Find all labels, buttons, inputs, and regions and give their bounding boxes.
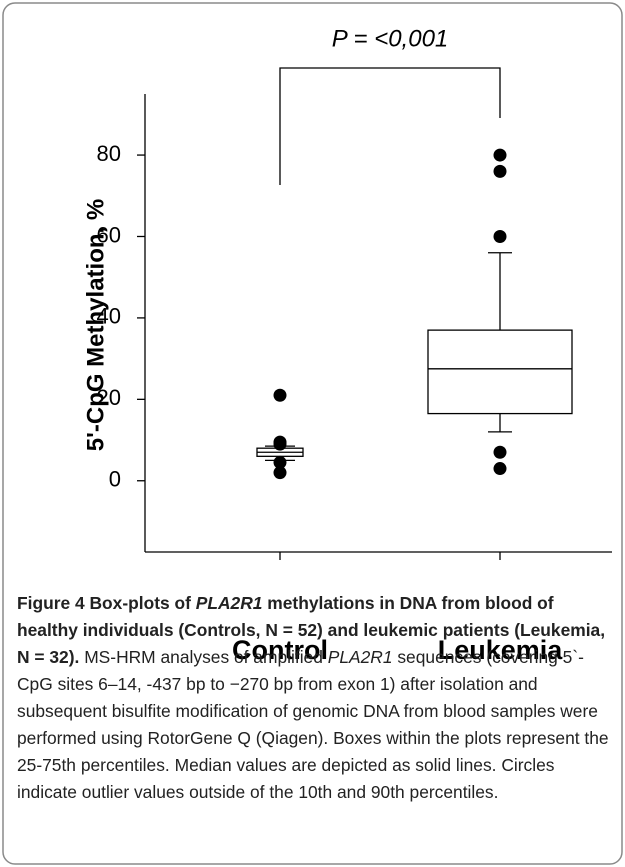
x-tick-label: Leukemia (438, 635, 564, 665)
box (427, 329, 573, 415)
y-tick-label: 40 (97, 304, 121, 329)
outlier (273, 437, 287, 451)
outlier (493, 445, 507, 459)
significance-bracket (279, 67, 501, 185)
y-axis-label: 5'-CpG Methylation, % (82, 199, 109, 451)
outlier (493, 148, 507, 162)
outlier (493, 229, 507, 243)
y-tick-label: 80 (97, 141, 121, 166)
y-tick-label: 0 (109, 467, 121, 492)
caption-segment: sequences (covering 5`-CpG sites 6–14, -… (17, 647, 609, 802)
outlier (493, 164, 507, 178)
outlier (273, 388, 287, 402)
outlier (273, 466, 287, 480)
y-tick-label: 20 (97, 385, 121, 410)
caption-segment: MS-HRM analyses of amplified (79, 647, 328, 667)
annotation: P = <0,001 (332, 25, 449, 52)
outlier (493, 462, 507, 476)
caption-segment: methylations in DNA from blood of health… (17, 593, 606, 667)
y-tick-label: 60 (97, 222, 121, 247)
x-tick-label: Control (232, 635, 328, 665)
outlier (273, 455, 287, 469)
caption-segment: PLA2R1 (327, 647, 393, 667)
caption-segment: Figure 4 Box-plots of (17, 593, 196, 613)
caption: Figure 4 Box-plots of PLA2R1 methylation… (17, 590, 615, 806)
caption-segment: PLA2R1 (195, 593, 263, 613)
